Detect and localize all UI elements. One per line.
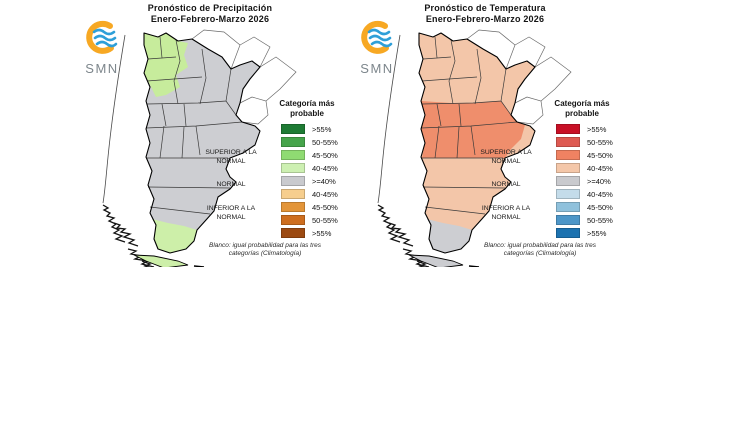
- chile-fjords-4: [141, 260, 152, 267]
- title-line1: Pronóstico de Precipitación: [147, 3, 273, 13]
- legend-swatch: [556, 202, 580, 212]
- legend-swatch: [281, 176, 305, 186]
- panel-title-precipitation: Pronóstico de Precipitación Enero-Febrer…: [110, 3, 310, 25]
- smn-logo-text: SMN: [85, 61, 119, 76]
- chile-fjords-2: [388, 222, 414, 247]
- legend-swatch: [556, 176, 580, 186]
- tierra-del-fuego: [408, 254, 464, 267]
- chile-fjords-2: [113, 222, 139, 247]
- legend-swatch: [556, 150, 580, 160]
- legend-item: >55%: [556, 228, 613, 238]
- legend-item: 50-55%: [556, 215, 613, 225]
- legend-swatch: [281, 124, 305, 134]
- country-outline: [418, 32, 536, 254]
- legend-item: 45-50%: [556, 150, 613, 160]
- legend-item: 40-45%: [281, 163, 338, 173]
- country-outline: [143, 32, 261, 254]
- region-south: [427, 219, 472, 253]
- logo-wave-1: [367, 28, 391, 36]
- logo-sun-arc: [86, 20, 114, 54]
- legend-note: Blanco: igual probabilidad para las tres…: [483, 242, 596, 257]
- legend-swatch: [556, 163, 580, 173]
- tierra-del-fuego: [133, 254, 189, 267]
- title-line1: Pronóstico de Temperatura: [424, 3, 546, 13]
- brazil-outline: [239, 36, 297, 102]
- province-borders: [145, 36, 243, 215]
- panel-title-temperature: Pronóstico de Temperatura Enero-Febrero-…: [385, 3, 585, 25]
- smn-logo: SMN: [352, 20, 402, 76]
- legend-swatch: [281, 150, 305, 160]
- chile-fjords-1: [102, 204, 126, 243]
- legend-item: >=40%: [281, 176, 338, 186]
- argentina-map-temperature: [377, 29, 572, 267]
- legend-item: >55%: [556, 124, 613, 134]
- legend-swatch: [281, 228, 305, 238]
- legend-swatch: [556, 228, 580, 238]
- legend-swatch: [281, 137, 305, 147]
- legend-group-superior: SUPERIOR A LA NORMAL: [205, 149, 257, 165]
- legend-item: 50-55%: [556, 137, 613, 147]
- smn-logo-text: SMN: [360, 61, 394, 76]
- logo-wave-3: [370, 40, 393, 48]
- region-northwest: [419, 33, 463, 97]
- title-line2: Enero-Febrero-Marzo 2026: [150, 14, 270, 24]
- legend-title: Categoría más probable: [554, 99, 610, 118]
- legend-item: 45-50%: [556, 202, 613, 212]
- legend-item: 50-55%: [281, 137, 338, 147]
- panel-temperature: Pronóstico de Temperatura Enero-Febrero-…: [340, 0, 675, 290]
- legend-item: 45-50%: [281, 202, 338, 212]
- legend-group-normal: NORMAL: [491, 181, 521, 188]
- region-center: [146, 101, 250, 158]
- region-center: [421, 101, 525, 158]
- smn-logo-icon: [86, 20, 118, 54]
- legend-group-normal: NORMAL: [216, 181, 246, 188]
- legend-group-inferior: INFERIOR A LA NORMAL: [206, 205, 256, 221]
- region-northwest: [144, 33, 188, 97]
- region-south: [152, 219, 197, 253]
- brazil-outline: [514, 36, 572, 102]
- legend-item: 40-45%: [556, 189, 613, 199]
- isla-de-los-estados: [193, 265, 205, 267]
- logo-sun-arc: [361, 20, 389, 54]
- argentina-map-precipitation: [102, 29, 297, 267]
- legend-swatch: [556, 124, 580, 134]
- legend-title: Categoría más probable: [279, 99, 335, 118]
- province-borders: [420, 36, 518, 215]
- legend-swatch: [556, 215, 580, 225]
- legend-item: 45-50%: [281, 150, 338, 160]
- smn-logo-icon: [361, 20, 393, 54]
- legend-group-inferior: INFERIOR A LA NORMAL: [481, 205, 531, 221]
- legend-item: >=40%: [556, 176, 613, 186]
- legend-temperature: >55% 50-55% 45-50% 40-45% >=40% 40-45% 4…: [556, 124, 613, 238]
- legend-swatch: [556, 189, 580, 199]
- legend-swatch: [281, 163, 305, 173]
- logo-wave-2: [93, 34, 117, 42]
- title-line2: Enero-Febrero-Marzo 2026: [425, 14, 545, 24]
- legend-item: 40-45%: [556, 163, 613, 173]
- legend-item: 40-45%: [281, 189, 338, 199]
- legend-group-superior: SUPERIOR A LA NORMAL: [480, 149, 532, 165]
- legend-swatch: [556, 137, 580, 147]
- logo-wave-1: [92, 28, 116, 36]
- logo-wave-2: [368, 34, 392, 42]
- smn-logo: SMN: [77, 20, 127, 76]
- chile-coast: [102, 34, 126, 204]
- legend-item: 50-55%: [281, 215, 338, 225]
- legend-swatch: [281, 215, 305, 225]
- legend-precipitation: >55% 50-55% 45-50% 40-45% >=40% 40-45% 4…: [281, 124, 338, 238]
- panel-precipitation: Pronóstico de Precipitación Enero-Febrer…: [65, 0, 400, 290]
- legend-swatch: [281, 189, 305, 199]
- legend-item: >55%: [281, 124, 338, 134]
- chile-coast: [377, 34, 401, 204]
- legend-item: >55%: [281, 228, 338, 238]
- legend-swatch: [281, 202, 305, 212]
- legend-note: Blanco: igual probabilidad para las tres…: [208, 242, 321, 257]
- chile-fjords-1: [377, 204, 401, 243]
- isla-de-los-estados: [468, 265, 480, 267]
- logo-wave-3: [95, 40, 118, 48]
- chile-fjords-4: [416, 260, 427, 267]
